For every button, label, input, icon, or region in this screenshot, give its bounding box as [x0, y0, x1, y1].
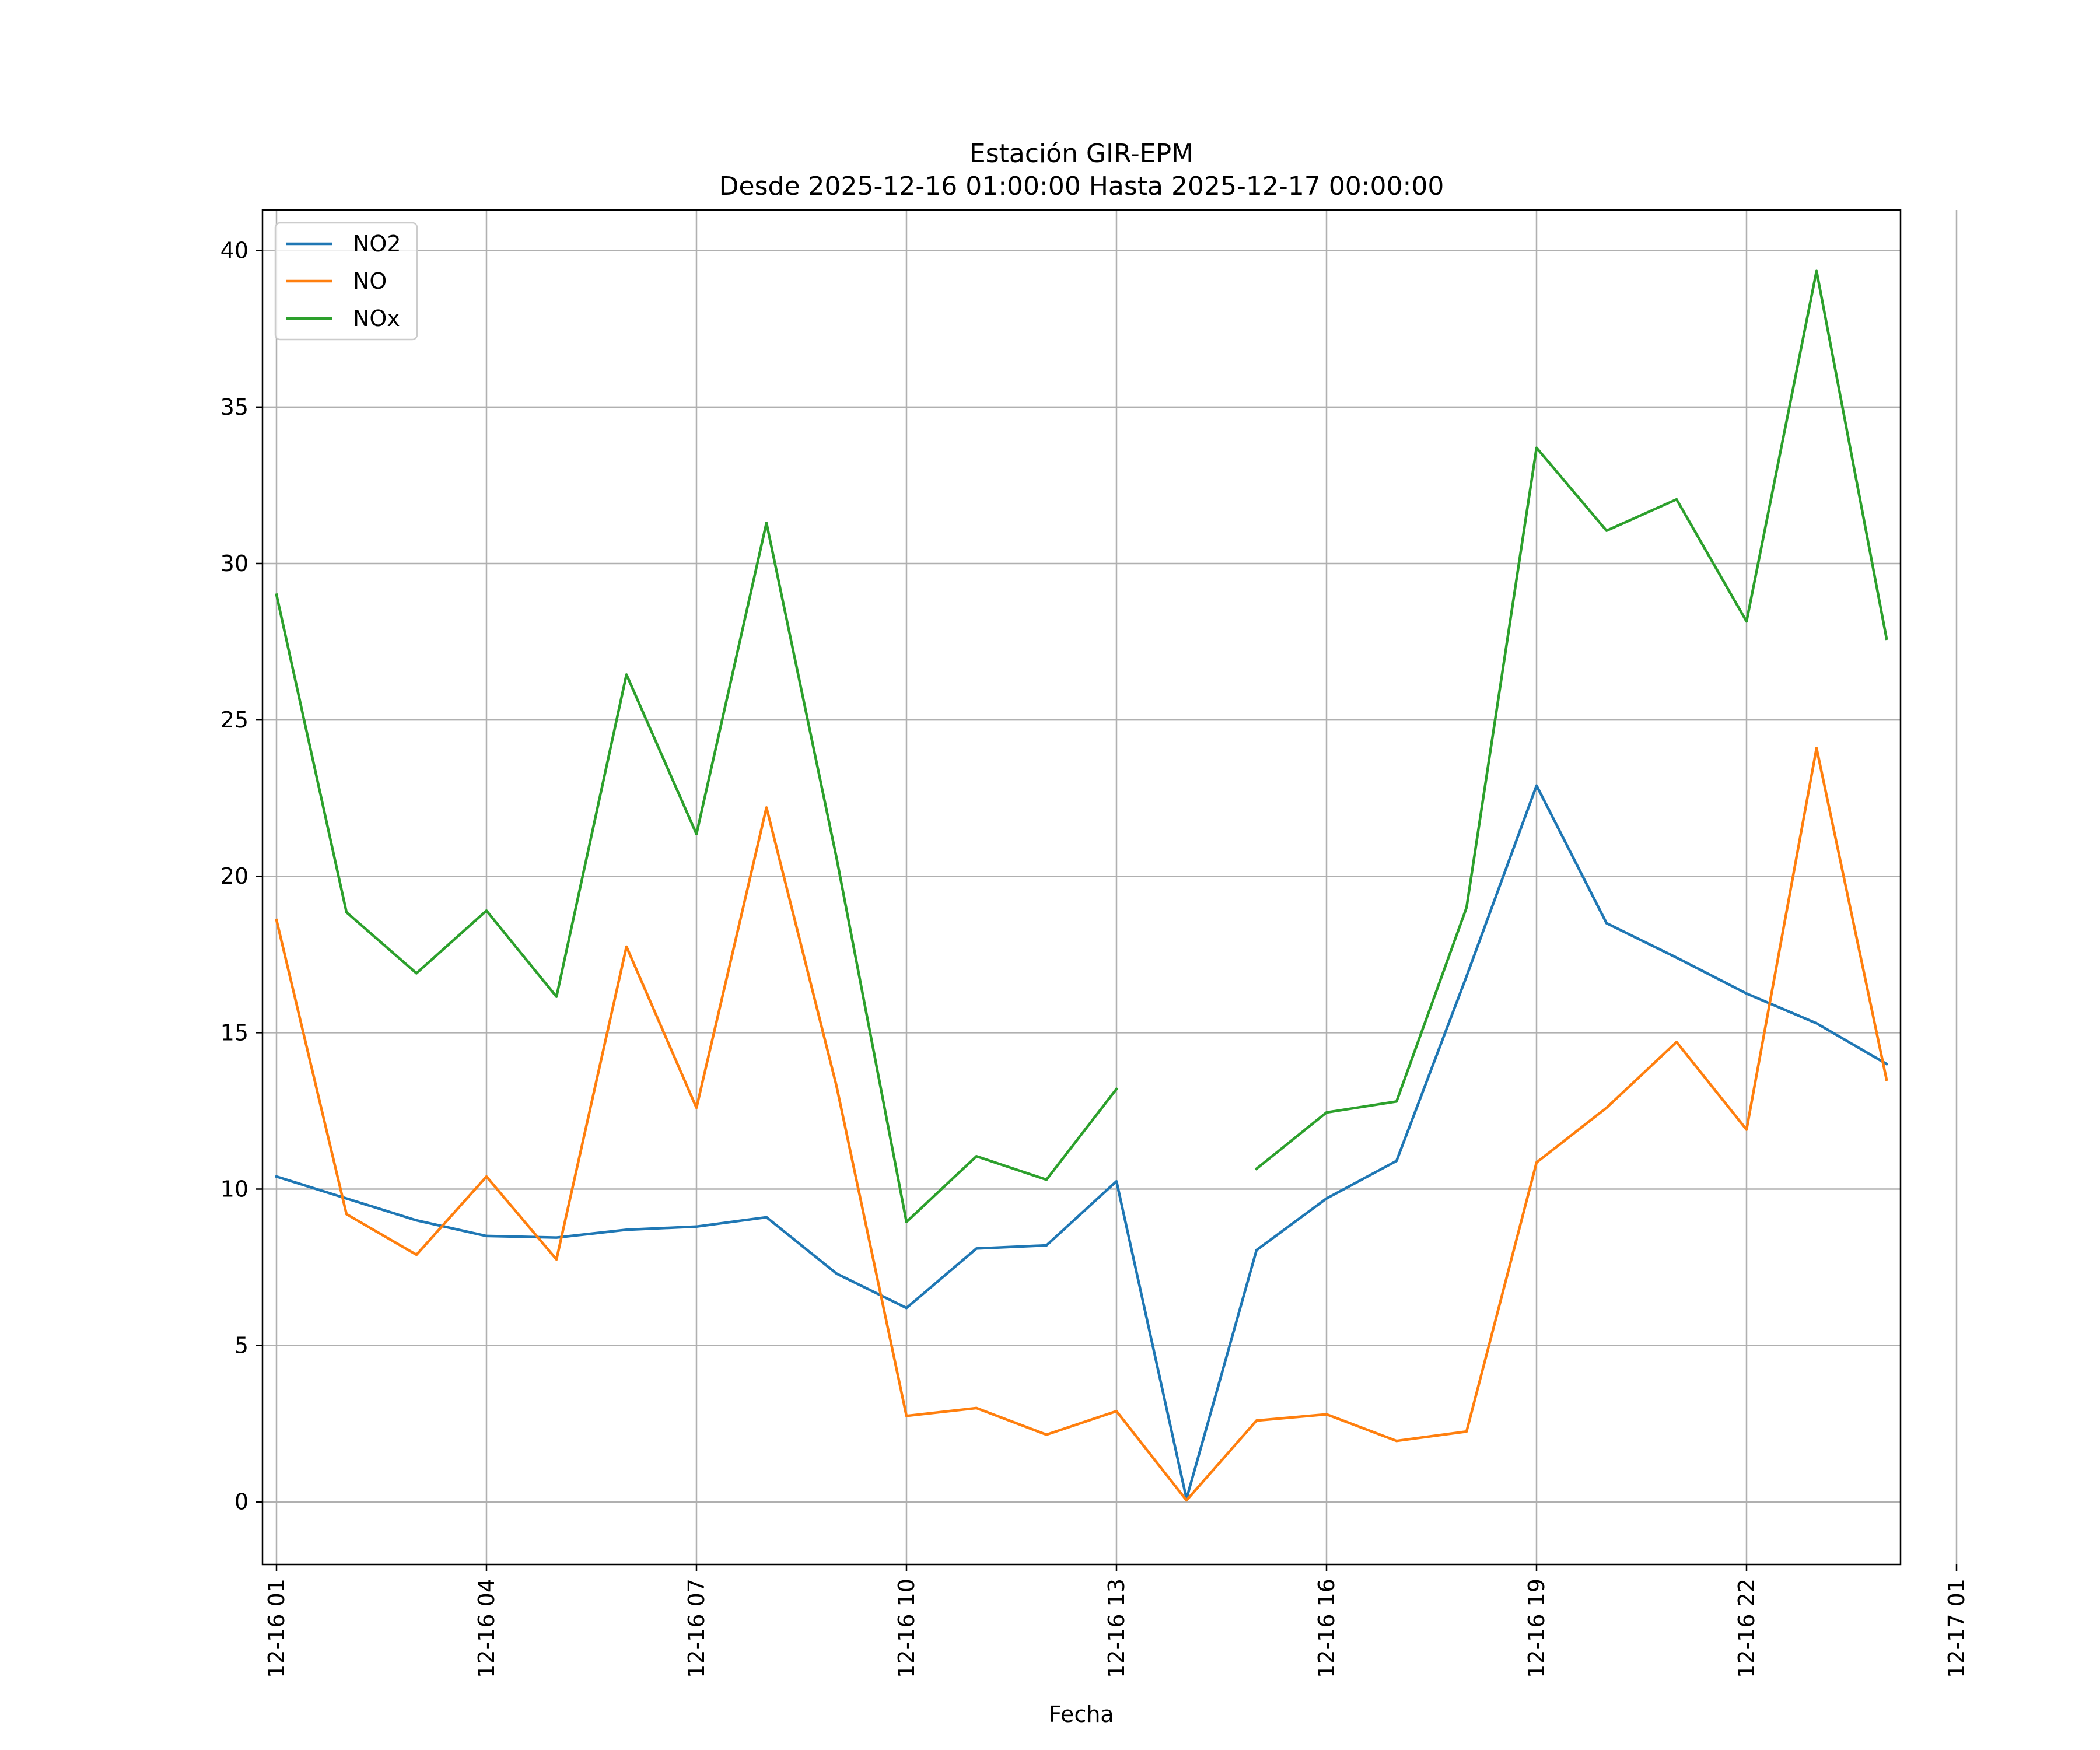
legend-item-nox: NOx — [286, 306, 400, 331]
series-line-no2 — [275, 784, 1889, 1500]
x-tick-label: 12-16 22 — [1734, 1578, 1759, 1678]
y-tick-label: 25 — [220, 707, 249, 733]
chart-subtitle: Desde 2025-12-16 01:00:00 Hasta 2025-12-… — [719, 172, 1444, 201]
y-tick-label: 20 — [220, 863, 249, 889]
legend-label: NO — [353, 268, 387, 294]
y-tick-label: 35 — [220, 394, 249, 420]
legend-label: NO2 — [353, 231, 401, 257]
x-tick-label: 12-17 01 — [1944, 1578, 1969, 1678]
x-tick-label: 12-16 16 — [1314, 1578, 1339, 1678]
series-line-no — [275, 747, 1888, 1502]
y-tick-label: 5 — [235, 1333, 249, 1359]
y-tick-label: 15 — [220, 1020, 249, 1045]
legend: NO2 NO NOx — [274, 222, 418, 341]
series-no2 — [275, 784, 1889, 1500]
y-tick-label: 30 — [220, 551, 249, 576]
x-tick-label: 12-16 07 — [684, 1578, 709, 1678]
legend-item-no: NO — [286, 268, 387, 294]
legend-label: NOx — [353, 306, 400, 331]
y-tick-label: 10 — [220, 1176, 249, 1202]
y-tick-label: 0 — [235, 1489, 249, 1515]
x-tick-label: 12-16 01 — [264, 1578, 289, 1678]
series-no — [275, 747, 1888, 1502]
y-tick-label: 40 — [220, 238, 249, 264]
x-tick-label: 12-16 04 — [474, 1578, 499, 1678]
legend-item-no2: NO2 — [286, 231, 401, 257]
grid — [262, 210, 1958, 1564]
series-lines — [275, 270, 1889, 1502]
x-tick-label: 12-16 19 — [1524, 1578, 1549, 1678]
legend-frame — [274, 222, 418, 341]
x-tick-label: 12-16 10 — [894, 1578, 919, 1678]
y-axis: 0 5 10 15 20 25 30 35 40 — [220, 238, 262, 1515]
x-tick-label: 12-16 13 — [1104, 1578, 1129, 1678]
series-line-nox — [1254, 270, 1888, 1171]
series-nox — [275, 270, 1888, 1224]
chart-title: Estación GIR-EPM — [970, 139, 1194, 169]
series-line-nox — [275, 522, 1119, 1224]
x-axis-label: Fecha — [1049, 1702, 1114, 1727]
plot-frame — [261, 209, 1902, 1566]
x-axis: 12-16 01 12-16 04 12-16 07 12-16 10 12-16 13… — [264, 1564, 1969, 1678]
